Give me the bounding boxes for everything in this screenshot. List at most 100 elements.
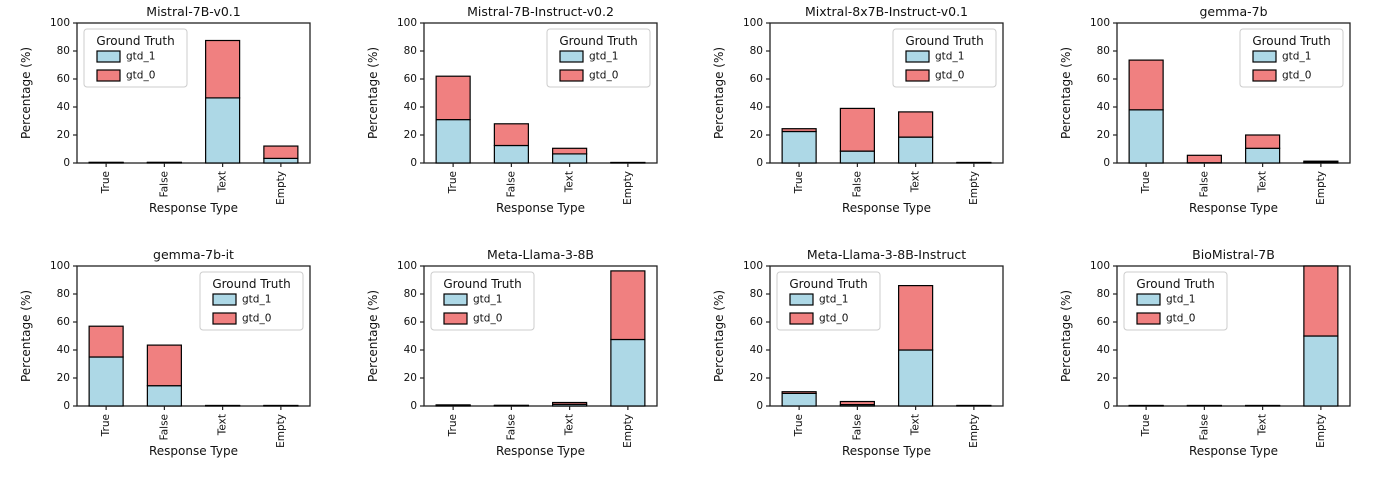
legend-label-gtd_1: gtd_1 — [1166, 294, 1195, 306]
bar-segment-gtd_1-true — [435, 118, 471, 164]
legend-swatch-gtd_1 — [443, 293, 468, 306]
x-tick-label: False — [1198, 171, 1210, 197]
y-axis-label: Percentage (%) — [712, 290, 726, 382]
y-tick-label: 100 — [50, 17, 70, 29]
legend: Ground Truth gtd_1 gtd_0 — [546, 28, 651, 88]
bar-segment-gtd_1-text — [898, 349, 934, 407]
y-axis-label: Percentage (%) — [1059, 290, 1073, 382]
legend-label-gtd_0: gtd_0 — [935, 70, 964, 82]
legend-label-gtd_0: gtd_0 — [242, 313, 271, 325]
legend-title: Ground Truth — [212, 277, 290, 291]
legend-title: Ground Truth — [906, 34, 984, 48]
y-tick-label: 40 — [750, 344, 763, 356]
legend-title: Ground Truth — [96, 34, 174, 48]
x-tick-label: True — [1140, 171, 1152, 194]
x-tick-label: False — [505, 414, 517, 440]
bar-segment-gtd_1-text — [1244, 147, 1281, 164]
bar-segment-gtd_1-true — [781, 392, 818, 407]
y-tick-label: 60 — [1097, 73, 1110, 85]
bar-segment-gtd_0-true — [1128, 59, 1164, 111]
y-tick-label: 100 — [743, 17, 763, 29]
subplot-title: Meta-Llama-3-8B — [487, 247, 594, 262]
x-tick-label: False — [505, 171, 517, 197]
x-tick-label: Text — [1257, 171, 1269, 193]
x-tick-label: Empty — [622, 171, 634, 205]
x-tick-label: False — [158, 171, 170, 197]
bar-segment-gtd_1-false — [493, 144, 529, 164]
y-tick-label: 80 — [57, 288, 70, 300]
bar-segment-gtd_0-empty — [1303, 265, 1339, 337]
y-tick-label: 0 — [410, 157, 417, 169]
legend-swatch-gtd_0 — [212, 312, 237, 325]
bar-segment-gtd_0-false — [840, 400, 876, 406]
y-tick-label: 40 — [1097, 344, 1110, 356]
y-tick-label: 0 — [1103, 157, 1110, 169]
y-tick-label: 20 — [403, 372, 416, 384]
legend-label-gtd_0: gtd_0 — [819, 313, 848, 325]
y-tick-label: 80 — [403, 288, 416, 300]
legend-title: Ground Truth — [443, 277, 521, 291]
y-tick-label: 100 — [743, 260, 763, 272]
legend-label-gtd_0: gtd_0 — [1282, 70, 1311, 82]
legend-label-gtd_1: gtd_1 — [473, 294, 502, 306]
legend: Ground Truth gtd_1 gtd_0 — [199, 271, 304, 331]
x-tick-label: Text — [563, 171, 575, 193]
bar-segment-gtd_0-true — [781, 391, 818, 395]
x-tick-label: True — [447, 171, 459, 194]
legend-label-gtd_0: gtd_0 — [126, 70, 155, 82]
x-axis-label: Response Type — [149, 201, 238, 215]
y-tick-label: 60 — [750, 73, 763, 85]
bar-segment-gtd_0-empty — [263, 145, 299, 159]
x-axis-label: Response Type — [1189, 444, 1278, 458]
bar-segment-gtd_1-false — [840, 150, 876, 164]
bar-segment-gtd_1-empty — [1303, 335, 1339, 407]
subplot-title: Meta-Llama-3-8B-Instruct — [807, 247, 966, 262]
y-tick-label: 100 — [50, 260, 70, 272]
subplot-title: gemma-7b — [1199, 4, 1267, 19]
bar-segment-gtd_1-empty — [263, 157, 299, 164]
y-tick-label: 60 — [1097, 316, 1110, 328]
subplot-1: Mistral-7B-Instruct-v0.2 0 20 40 60 80 100 Perc… — [366, 4, 658, 215]
plot-border — [1116, 265, 1351, 407]
y-tick-label: 20 — [750, 372, 763, 384]
legend-swatch-gtd_0 — [905, 69, 930, 82]
subplot-0: Mistral-7B-v0.1 0 20 40 60 80 100 Percentage (%… — [19, 4, 311, 215]
legend: Ground Truth gtd_1 gtd_0 — [1123, 271, 1228, 331]
legend-swatch-gtd_0 — [443, 312, 468, 325]
y-axis-label: Percentage (%) — [19, 47, 33, 139]
y-tick-label: 20 — [750, 129, 763, 141]
bar-segment-gtd_1-text — [898, 136, 934, 164]
y-tick-label: 40 — [750, 101, 763, 113]
x-tick-label: Text — [910, 414, 922, 436]
bar-segment-gtd_0-text — [898, 111, 934, 138]
bar-segment-gtd_1-true — [1128, 109, 1164, 164]
y-tick-label: 40 — [57, 101, 70, 113]
bar-segment-gtd_1-text — [551, 153, 587, 164]
subplot-5: Meta-Llama-3-8B 0 20 40 60 80 100 Percentage (%… — [366, 247, 658, 458]
y-tick-label: 60 — [750, 316, 763, 328]
plot-border — [769, 265, 1004, 407]
bar-segment-gtd_1-text — [205, 97, 241, 164]
legend-title: Ground Truth — [559, 34, 637, 48]
legend-swatch-gtd_0 — [1136, 312, 1161, 325]
plot-border — [769, 22, 1004, 164]
bar-segment-gtd_0-empty — [609, 270, 646, 341]
bar-segment-gtd_0-false — [493, 123, 529, 147]
bar-segment-gtd_0-text — [898, 284, 934, 351]
legend-swatch-gtd_1 — [559, 50, 584, 63]
legend-label-gtd_1: gtd_1 — [126, 51, 155, 63]
legend-label-gtd_0: gtd_0 — [589, 70, 618, 82]
x-axis-label: Response Type — [842, 201, 931, 215]
x-axis-label: Response Type — [149, 444, 238, 458]
x-tick-label: True — [793, 171, 805, 194]
x-tick-label: True — [100, 414, 112, 437]
x-tick-label: True — [100, 171, 112, 194]
y-tick-label: 80 — [750, 288, 763, 300]
subplot-title: Mistral-7B-v0.1 — [146, 4, 240, 19]
legend: Ground Truth gtd_1 gtd_0 — [1239, 28, 1344, 88]
legend-label-gtd_1: gtd_1 — [242, 294, 271, 306]
y-axis-label: Percentage (%) — [366, 47, 380, 139]
x-tick-label: Empty — [1315, 414, 1327, 448]
y-tick-label: 80 — [1097, 288, 1110, 300]
